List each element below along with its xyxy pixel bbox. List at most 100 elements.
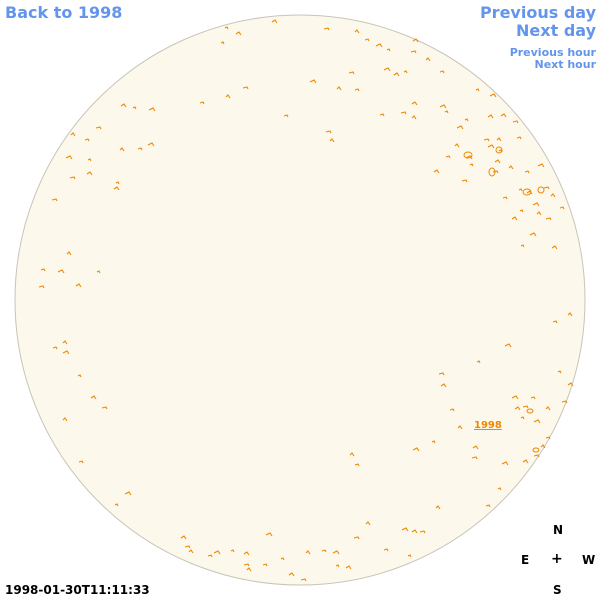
contour-mark <box>325 130 332 134</box>
contour-mark <box>62 417 68 422</box>
contour-mark <box>524 170 530 174</box>
contour-mark <box>485 504 491 508</box>
contour-mark <box>411 115 417 120</box>
contour-mark <box>504 343 512 348</box>
contour-mark <box>449 408 455 412</box>
contour-mark <box>379 113 385 117</box>
contour-mark <box>329 138 335 143</box>
contour-loop <box>526 408 534 414</box>
contour-mark <box>115 181 120 185</box>
contour-mark <box>40 268 46 272</box>
contour-mark <box>101 406 108 410</box>
contour-mark <box>354 88 360 92</box>
contour-mark <box>288 572 295 577</box>
contour-mark <box>561 400 568 404</box>
contour-mark <box>407 554 412 558</box>
contour-mark <box>410 50 417 54</box>
compass-west-label: W <box>582 553 596 567</box>
contour-mark <box>305 550 311 555</box>
contour-mark <box>336 86 342 91</box>
contour-mark <box>393 72 400 77</box>
contour-mark <box>433 169 440 174</box>
contour-mark <box>445 155 451 159</box>
contour-mark <box>464 118 469 122</box>
contour-mark <box>65 155 73 160</box>
contour-mark <box>124 491 132 496</box>
contour-mark <box>552 320 558 324</box>
contour-mark <box>386 48 391 52</box>
active-region-link[interactable]: 1998 <box>474 420 502 431</box>
contour-mark <box>412 38 419 43</box>
contour-mark <box>95 126 102 130</box>
contour-mark <box>545 406 551 411</box>
contour-loop <box>495 146 503 154</box>
contour-mark <box>567 312 573 317</box>
contour-mark <box>487 144 495 149</box>
observation-timestamp: 1998-01-30T11:11:33 <box>5 583 150 597</box>
contour-mark <box>512 120 519 124</box>
contour-mark <box>439 70 445 74</box>
contour-mark <box>235 31 242 36</box>
contour-mark <box>188 549 194 554</box>
contour-mark <box>476 360 481 364</box>
contour-mark <box>354 463 360 467</box>
contour-mark <box>520 244 525 248</box>
contour-mark <box>401 527 409 532</box>
contour-mark <box>309 79 317 84</box>
contour-mark <box>533 419 541 424</box>
contour-mark <box>242 86 249 90</box>
contour-mark <box>280 557 285 561</box>
contour-mark <box>419 530 426 534</box>
contour-mark <box>497 487 502 491</box>
contour-mark <box>461 179 468 183</box>
contour-mark <box>438 372 445 376</box>
contour-mark <box>332 550 340 555</box>
contour-mark <box>550 193 556 198</box>
contour-mark <box>501 461 509 466</box>
next-day-link[interactable]: Next day <box>516 21 596 40</box>
contour-mark <box>412 447 420 452</box>
compass-east-label: E <box>521 553 530 567</box>
contour-mark <box>243 551 250 556</box>
contour-mark <box>537 163 545 168</box>
previous-hour-link[interactable]: Previous hour <box>509 46 596 59</box>
contour-mark <box>90 395 97 400</box>
contour-mark <box>364 38 370 42</box>
contour-mark <box>224 26 229 30</box>
contour-mark <box>545 217 552 221</box>
contour-mark <box>440 383 447 388</box>
contour-mark <box>120 103 127 108</box>
contour-mark <box>457 425 463 430</box>
contour-loop <box>537 186 545 194</box>
contour-mark <box>348 71 355 75</box>
contour-mark <box>70 132 76 137</box>
next-hour-link[interactable]: Next hour <box>534 58 597 71</box>
contour-mark <box>375 43 383 48</box>
contour-mark <box>508 165 514 170</box>
contour-mark <box>511 395 519 400</box>
contour-mark <box>403 70 408 74</box>
contour-mark <box>86 171 93 176</box>
contour-mark <box>500 113 507 118</box>
previous-day-link[interactable]: Previous day <box>479 3 596 22</box>
contour-mark <box>383 67 391 72</box>
compass-center-icon: + <box>551 551 563 567</box>
contour-loop <box>532 447 540 453</box>
contour-mark <box>271 19 278 24</box>
contour-mark <box>502 196 508 200</box>
contour-mark <box>132 106 137 110</box>
contour-loop <box>488 167 496 177</box>
contour-mark <box>516 136 522 140</box>
contour-mark <box>425 57 431 62</box>
contour-mark <box>522 405 529 409</box>
contour-mark <box>444 110 449 114</box>
back-to-year-link[interactable]: Back to 1998 <box>5 3 123 22</box>
contour-mark <box>213 550 221 555</box>
contour-mark <box>220 41 225 45</box>
contour-mark <box>57 269 65 274</box>
contour-mark <box>62 340 68 345</box>
contour-mark <box>113 186 120 191</box>
contour-mark <box>87 158 92 162</box>
contour-mark <box>540 444 546 449</box>
contour-mark <box>383 548 389 552</box>
